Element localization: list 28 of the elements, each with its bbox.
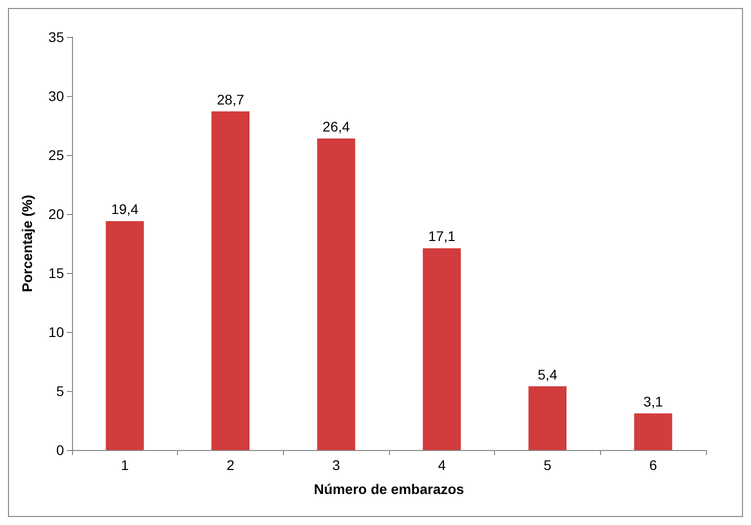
data-label: 17,1 xyxy=(428,228,456,244)
x-axis-title: Número de embarazos xyxy=(314,481,464,497)
x-tick-label: 5 xyxy=(544,457,552,473)
y-tick-label: 25 xyxy=(48,147,64,163)
bar xyxy=(634,413,672,450)
data-label: 28,7 xyxy=(216,91,244,108)
x-tick-label: 4 xyxy=(438,457,446,473)
bar xyxy=(211,111,250,450)
y-tick-label: 35 xyxy=(48,29,64,45)
x-tick-label: 1 xyxy=(120,457,129,473)
x-tick-label: 3 xyxy=(332,457,340,473)
y-tick-label: 15 xyxy=(48,265,64,281)
y-tick-label: 0 xyxy=(56,442,64,458)
y-tick-label: 5 xyxy=(56,383,64,399)
y-tick-label: 20 xyxy=(48,206,64,222)
data-label: 26,4 xyxy=(322,118,350,134)
bar xyxy=(317,138,356,450)
x-tick-label: 2 xyxy=(226,457,235,473)
data-label: 5,4 xyxy=(538,366,558,382)
data-label: 19,4 xyxy=(111,201,139,218)
bar xyxy=(106,221,144,450)
y-tick-label: 10 xyxy=(48,324,64,340)
data-label: 3,1 xyxy=(643,393,664,410)
bar xyxy=(422,248,461,450)
y-tick-label: 30 xyxy=(48,88,64,104)
x-tick-label: 6 xyxy=(649,457,658,473)
y-axis-title: Porcentaje (%) xyxy=(19,194,35,292)
bar xyxy=(528,386,567,450)
